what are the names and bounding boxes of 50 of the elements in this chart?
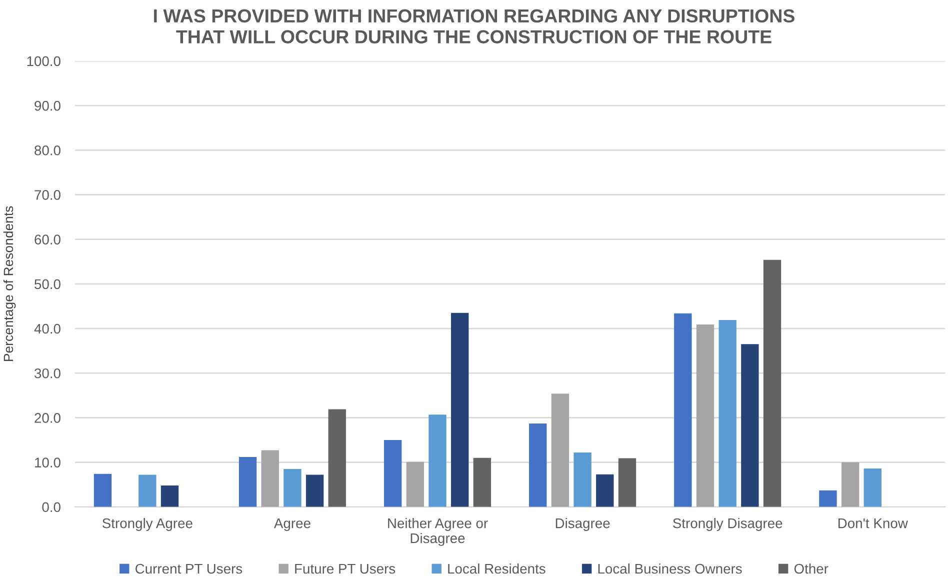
bar xyxy=(160,485,179,507)
bar xyxy=(819,490,837,507)
bar xyxy=(551,394,570,507)
bar xyxy=(841,462,860,507)
y-tick-label: 70.0 xyxy=(34,190,60,200)
bar xyxy=(763,260,782,507)
bar xyxy=(529,424,547,507)
bar xyxy=(741,344,759,507)
y-tick-label: 60.0 xyxy=(34,234,60,244)
y-tick-label: 10.0 xyxy=(35,458,60,468)
bar xyxy=(138,474,156,507)
bar xyxy=(328,409,346,507)
bar xyxy=(450,312,469,507)
bar xyxy=(674,313,692,507)
y-tick-label: 100.0 xyxy=(27,56,60,66)
bar xyxy=(284,468,302,507)
bar xyxy=(596,474,614,507)
x-tick-label: Agree xyxy=(274,518,310,531)
bar xyxy=(406,462,424,507)
y-tick-label: 90.0 xyxy=(34,100,60,111)
y-tick-label: 40.0 xyxy=(34,324,60,334)
legend-label: Current PT Users xyxy=(136,564,242,574)
x-tick-label: Neither Agree or Disagree xyxy=(388,518,488,546)
bar xyxy=(696,324,714,507)
legend-label: Other xyxy=(794,563,828,574)
y-tick-label: 30.0 xyxy=(34,368,60,378)
legend-label: Local Business Owners xyxy=(598,563,742,574)
y-tick-label: 20.0 xyxy=(34,413,60,423)
legend-label: Local Residents xyxy=(448,563,546,574)
y-tick-label: 50.0 xyxy=(34,279,60,290)
legend-label: Future PT Users xyxy=(295,564,396,574)
bar xyxy=(618,458,636,507)
x-tick-label: Strongly Disagree xyxy=(673,518,782,531)
bar xyxy=(261,450,279,507)
x-tick-label: Disagree xyxy=(556,518,610,531)
chart-title: I WAS PROVIDED WITH INFORMATION REGARDING ANY DISRUPTIONS THAT WILL OCCUR DURING THE CONSTRUCTION OF THE ROUTE xyxy=(154,9,794,44)
bar xyxy=(574,452,592,507)
x-tick-label: Strongly Agree xyxy=(102,518,192,531)
y-tick-label: 80.0 xyxy=(34,145,60,156)
y-axis-title: Percentage of Resondents xyxy=(3,206,16,361)
bar xyxy=(94,474,112,507)
bar xyxy=(428,414,446,507)
bar xyxy=(718,320,736,507)
bar xyxy=(864,468,882,507)
bar xyxy=(384,440,402,507)
y-tick-label: 0.0 xyxy=(42,502,60,512)
bar xyxy=(238,456,257,507)
bar xyxy=(473,458,492,507)
x-tick-label: Don't Know xyxy=(838,518,908,528)
bar xyxy=(306,474,324,507)
